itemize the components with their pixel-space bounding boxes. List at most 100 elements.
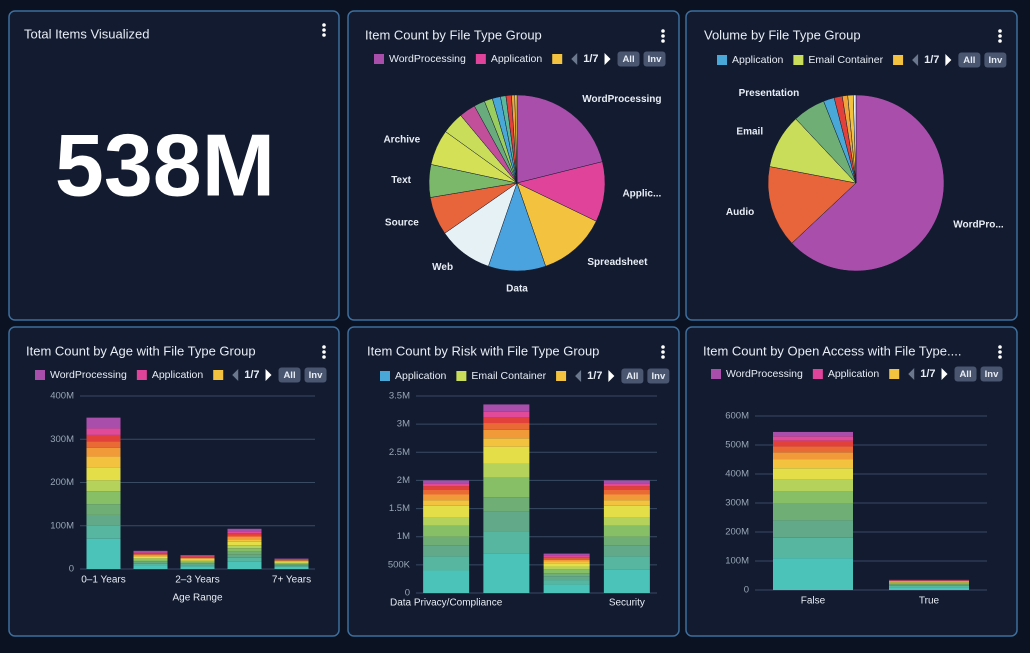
legend-swatch (136, 370, 147, 380)
legend-button-label: Inv (985, 369, 999, 380)
bar-segment (86, 417, 121, 429)
legend-button[interactable] (278, 367, 301, 383)
bar-segment (180, 563, 215, 566)
bar-segment (773, 537, 853, 559)
bar-segment (133, 561, 168, 563)
bar-segment (423, 494, 470, 501)
bar-segment (423, 570, 470, 593)
legend-button-label: All (959, 369, 971, 380)
bar-segment (773, 491, 853, 503)
bar-segment (274, 565, 309, 567)
bar-segment (889, 584, 969, 586)
legend-label: WordProcessing (389, 53, 466, 65)
pager-prev[interactable] (571, 53, 578, 65)
legend-swatch (793, 55, 804, 65)
pager-next[interactable] (265, 369, 272, 381)
legend-button[interactable] (958, 52, 981, 68)
legend-button[interactable] (304, 367, 327, 383)
slice-label: Applic... (622, 188, 661, 199)
bar-segment (889, 585, 969, 588)
bar-segment (773, 558, 853, 590)
slice-label: Data (506, 284, 528, 295)
bar-segment (274, 563, 309, 565)
bar-segment (423, 505, 470, 518)
legend-label: WordProcessing (50, 369, 127, 381)
legend-label: Application (828, 368, 880, 380)
menu-button[interactable] (661, 29, 665, 43)
pager-prev[interactable] (232, 369, 239, 381)
legend-button[interactable] (643, 51, 666, 67)
x-tick-label: False (801, 596, 826, 607)
bar-segment (483, 429, 530, 439)
bar-segment (86, 447, 121, 457)
menu-button[interactable] (998, 29, 1002, 43)
bar-segment (86, 514, 121, 526)
bar-segment (227, 551, 262, 555)
bar-segment (133, 559, 168, 562)
bar-segment (227, 528, 262, 532)
bar-segment (483, 477, 530, 498)
bar-segment (889, 581, 969, 582)
menu-button[interactable] (998, 345, 1002, 359)
pager-prev[interactable] (575, 370, 582, 382)
legend-label: WordProcessing (726, 368, 803, 380)
slice-label: Source (385, 218, 419, 229)
pie-slice (767, 166, 857, 244)
pager-next[interactable] (945, 54, 952, 66)
y-tick-label: 500K (388, 559, 411, 570)
legend-button[interactable] (617, 51, 640, 67)
kpi-value: 538M (55, 115, 275, 214)
menu-button[interactable] (661, 345, 665, 359)
chart-title: Item Count by File Type Group (365, 27, 542, 42)
legend-button[interactable] (984, 52, 1007, 68)
slice-label: Email (736, 127, 763, 138)
bar-segment (86, 480, 121, 492)
y-tick-label: 300M (725, 498, 749, 509)
bar-segment (889, 582, 969, 583)
legend-button[interactable] (621, 368, 644, 384)
y-tick-label: 600M (725, 411, 749, 422)
pager-next[interactable] (604, 53, 611, 65)
pager-next[interactable] (608, 370, 615, 382)
pie-slice (516, 182, 597, 267)
bar-segment (773, 446, 853, 453)
pie-slice (852, 94, 857, 184)
y-tick-label: 500M (725, 440, 749, 451)
legend-swatch (456, 371, 467, 381)
pager-next[interactable] (941, 368, 948, 380)
slice-label: WordProcessing (582, 94, 661, 105)
chart-title: Item Count by Age with File Type Group (26, 343, 256, 358)
legend-label: Email Container (471, 370, 546, 382)
bar-segment (603, 486, 650, 490)
legend-page: 1/7 (587, 370, 602, 382)
legend-label: Application (491, 53, 543, 65)
pager-prev[interactable] (908, 368, 915, 380)
bar-segment (483, 438, 530, 447)
menu-button[interactable] (322, 345, 326, 359)
legend-button[interactable] (647, 368, 670, 384)
bar-segment (773, 452, 853, 460)
menu-button[interactable] (322, 23, 326, 37)
menu-icons (322, 23, 1002, 359)
bar-segment (86, 441, 121, 448)
legend-label: Application (152, 369, 204, 381)
pager-prev[interactable] (912, 54, 919, 66)
legend-swatch (711, 369, 721, 379)
slice-label: Spreadsheet (587, 257, 648, 268)
bar-segment (227, 536, 262, 540)
bar-segment (889, 581, 969, 583)
slice-label: Audio (726, 207, 754, 218)
bar-segment (543, 556, 590, 559)
bar-segment (423, 517, 470, 526)
legend-button[interactable] (954, 366, 977, 382)
bar-segment (773, 479, 853, 492)
legend-button[interactable] (980, 366, 1003, 382)
bar-segment (133, 565, 168, 569)
bar-segment (603, 505, 650, 518)
chart-title: Item Count by Open Access with File Type… (703, 343, 961, 358)
pie-slice (791, 94, 945, 272)
bar-segment (133, 552, 168, 553)
bar-segment (227, 541, 262, 546)
bar-segment (483, 531, 530, 554)
bar-segment (133, 555, 168, 557)
